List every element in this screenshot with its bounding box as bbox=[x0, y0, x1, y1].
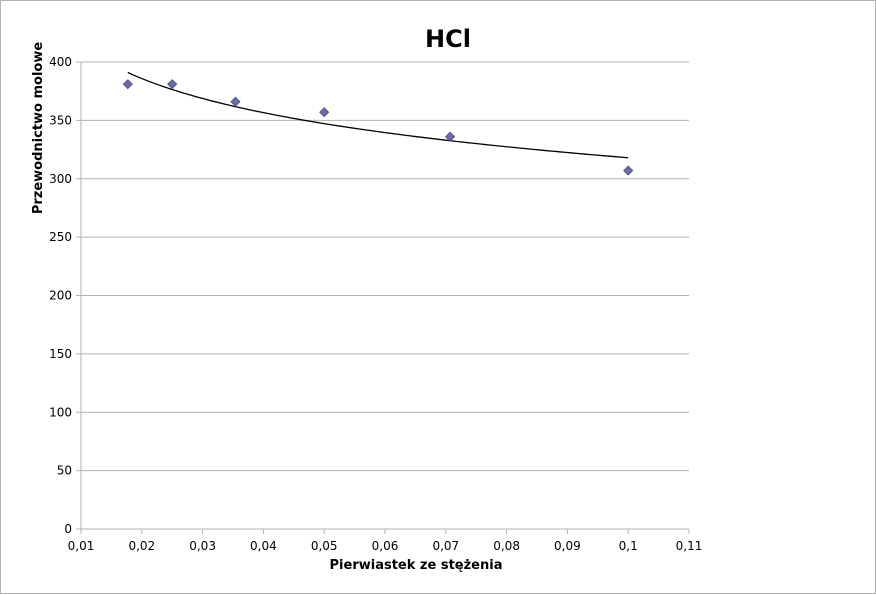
data-point bbox=[444, 131, 456, 142]
x-tick-label: 0,11 bbox=[676, 539, 703, 553]
y-axis-ticks: 0 50 100 150 200 250 300 350 400 bbox=[49, 55, 81, 536]
y-tick-label: 50 bbox=[57, 464, 72, 478]
y-tick-label: 200 bbox=[49, 289, 72, 303]
y-tick-label: 250 bbox=[49, 230, 72, 244]
y-tick-label: 150 bbox=[49, 347, 72, 361]
y-tick-label: 100 bbox=[49, 405, 72, 419]
y-tick-label: 0 bbox=[64, 522, 72, 536]
x-tick-label: 0,08 bbox=[493, 539, 520, 553]
x-tick-label: 0,03 bbox=[189, 539, 216, 553]
y-tick-label: 300 bbox=[49, 172, 72, 186]
data-point bbox=[122, 79, 133, 90]
x-tick-label: 0,1 bbox=[619, 539, 638, 553]
data-points bbox=[122, 79, 634, 176]
data-point bbox=[167, 79, 178, 90]
trendline bbox=[127, 71, 629, 159]
chart-title: HCl bbox=[425, 25, 471, 53]
data-point bbox=[230, 96, 241, 107]
x-tick-label: 0,01 bbox=[68, 539, 95, 553]
data-point bbox=[319, 107, 330, 118]
y-tick-label: 400 bbox=[49, 55, 72, 69]
data-point bbox=[623, 165, 634, 176]
x-axis-ticks: 0,01 0,02 0,03 0,04 0,05 0,06 0,07 0,08 0,09 0,1 0… bbox=[68, 529, 703, 553]
y-tick-label: 350 bbox=[49, 113, 72, 127]
x-tick-label: 0,04 bbox=[250, 539, 277, 553]
x-axis-title: Pierwiastek ze stężenia bbox=[330, 558, 503, 573]
x-tick-label: 0,05 bbox=[311, 539, 338, 553]
x-tick-label: 0,02 bbox=[128, 539, 155, 553]
x-tick-label: 0,07 bbox=[432, 539, 459, 553]
y-axis-title: Przewodnictwo molowe bbox=[31, 42, 46, 215]
x-tick-label: 0,06 bbox=[372, 539, 399, 553]
x-tick-label: 0,09 bbox=[554, 539, 581, 553]
grid-lines bbox=[81, 61, 689, 472]
trendline-path bbox=[127, 71, 629, 159]
